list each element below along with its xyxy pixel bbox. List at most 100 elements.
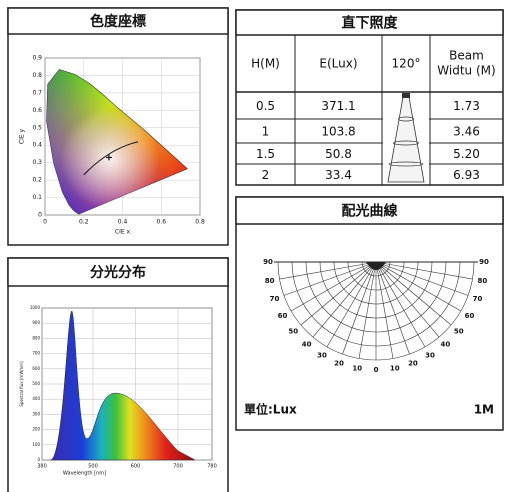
y-tick-label: 300 — [32, 411, 40, 416]
y-tick-label: 0.1 — [32, 194, 42, 201]
y-tick-label: 1000 — [30, 305, 41, 310]
lamp — [402, 93, 410, 98]
y-tick-label: 500 — [32, 381, 40, 386]
light-curve — [366, 262, 386, 270]
spectrum-curve — [50, 310, 196, 461]
x-tick-label: 0.8 — [195, 219, 205, 226]
column-header: 120° — [392, 57, 421, 71]
chromaticity-gamut — [46, 69, 188, 215]
polar-spoke — [290, 261, 377, 312]
angle-label: 50 — [288, 327, 298, 335]
polar-spoke — [326, 261, 377, 348]
panel-header — [235, 9, 504, 36]
column-header: Widtu (M) — [437, 64, 495, 78]
column-header: E(Lux) — [319, 57, 357, 71]
polar-spoke — [375, 261, 426, 348]
beam-section — [398, 116, 414, 122]
y-axis-label: CIE y — [19, 128, 26, 144]
angle-label: 70 — [473, 295, 483, 303]
table-cell: 33.4 — [325, 168, 352, 182]
table-cell: 50.8 — [325, 147, 352, 161]
panel-title: 分光分布 — [90, 264, 146, 281]
angle-label: 90 — [479, 258, 489, 266]
x-axis-label: CIE x — [115, 229, 131, 236]
y-tick-label: 200 — [32, 427, 40, 432]
panel-header — [235, 196, 504, 225]
table-cell: 1.5 — [256, 147, 275, 161]
column-header: Beam — [449, 49, 484, 63]
angle-label: 50 — [454, 327, 464, 335]
panel-header — [7, 7, 229, 35]
column-header: H(M) — [251, 57, 280, 71]
angle-label: 20 — [408, 359, 418, 367]
table-cell: 6.93 — [453, 168, 480, 182]
beam-section — [392, 140, 420, 146]
y-tick-label: 800 — [32, 335, 40, 340]
scale-label: 1M — [474, 403, 494, 417]
angle-label: 40 — [302, 341, 312, 349]
y-tick-label: 0.8 — [32, 72, 42, 79]
planckian-locus — [83, 141, 139, 176]
polar-spoke — [300, 261, 377, 326]
panel-title: 色度座標 — [90, 13, 146, 30]
y-tick-label: 700 — [32, 351, 40, 356]
polar-spoke — [283, 261, 377, 296]
polar-spoke — [375, 261, 440, 338]
polar-spoke — [279, 261, 377, 280]
angle-label: 60 — [278, 312, 288, 320]
angle-label: 90 — [263, 258, 273, 266]
table-cell: 5.20 — [453, 147, 480, 161]
x-tick-label: 380 — [37, 464, 47, 470]
angle-label: 80 — [265, 277, 275, 285]
table-cell: 371.1 — [321, 99, 355, 113]
y-tick-label: 0 — [38, 212, 42, 219]
y-tick-label: 0 — [37, 457, 40, 462]
angle-label: 70 — [270, 295, 280, 303]
x-tick-label: 600 — [131, 464, 141, 470]
polar-spoke — [375, 261, 473, 280]
beam-section — [388, 161, 424, 167]
y-tick-label: 0.6 — [32, 107, 42, 114]
polar-spoke — [375, 261, 410, 355]
x-tick-label: 780 — [207, 464, 217, 470]
y-tick-label: 100 — [32, 442, 40, 447]
panel-title: 配光曲線 — [342, 203, 398, 220]
unit-label: 單位:Lux — [244, 402, 297, 417]
table-cell: 0.5 — [256, 99, 275, 113]
polar-spoke — [375, 261, 469, 296]
table-cell: 3.46 — [453, 125, 480, 139]
table-cell: 2 — [262, 168, 270, 182]
chromaticity-point — [105, 154, 112, 161]
table-cell: 1 — [262, 125, 270, 139]
angle-label: 40 — [441, 341, 451, 349]
y-tick-label: 600 — [32, 366, 40, 371]
angle-label: 30 — [425, 352, 435, 360]
polar-spoke — [375, 261, 394, 359]
x-tick-label: 0.6 — [156, 219, 166, 226]
angle-label: 30 — [317, 352, 327, 360]
angle-label: 80 — [477, 277, 487, 285]
table-cell: 103.8 — [321, 125, 355, 139]
panel-header — [7, 257, 229, 287]
polar-spoke — [375, 261, 452, 326]
x-tick-label: 0.2 — [79, 219, 89, 226]
x-tick-label: 700 — [173, 464, 183, 470]
polar-spoke — [312, 261, 377, 338]
panel-title: 直下照度 — [342, 15, 399, 32]
angle-label: 60 — [465, 312, 475, 320]
polar-spoke — [375, 261, 462, 312]
angle-label: 10 — [390, 364, 400, 372]
y-tick-label: 0.5 — [32, 124, 42, 131]
y-tick-label: 0.7 — [32, 89, 42, 96]
y-axis-label: Spectral flux [mW/nm] — [19, 361, 24, 407]
y-tick-label: 0.3 — [32, 159, 42, 166]
angle-label: 10 — [352, 364, 362, 372]
angle-label: 0 — [374, 366, 379, 374]
y-tick-label: 900 — [32, 320, 40, 325]
x-tick-label: 500 — [88, 464, 98, 470]
x-axis-label: Wavelength [nm] — [63, 471, 106, 477]
x-tick-label: 0 — [43, 219, 47, 226]
y-tick-label: 0.2 — [32, 177, 42, 184]
table-cell: 1.73 — [453, 99, 480, 113]
